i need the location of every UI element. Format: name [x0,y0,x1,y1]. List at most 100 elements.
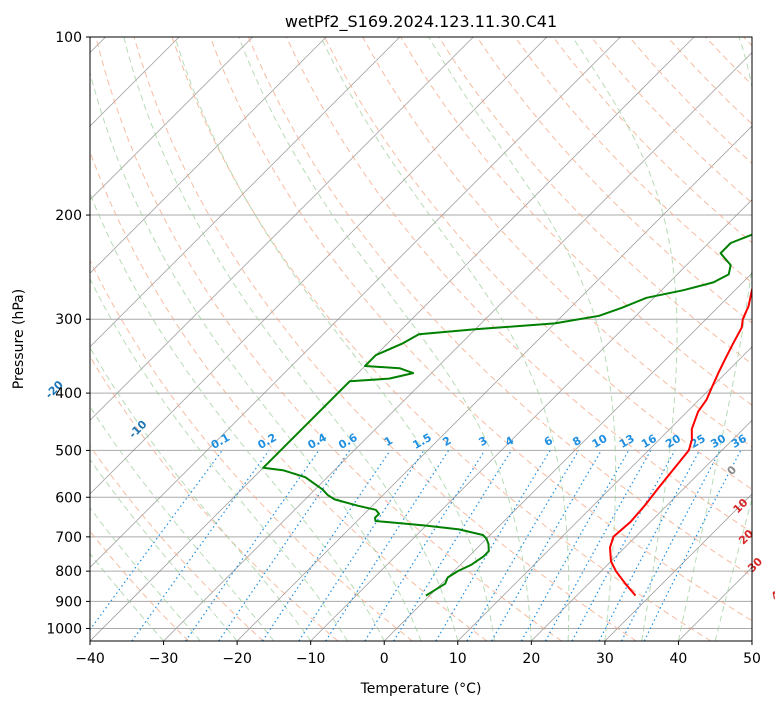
isotherm-line [90,37,253,201]
y-tick-label: 1000 [46,621,82,637]
moist-adiabat-line [90,277,348,641]
x-axis-label: Temperature (°C) [360,681,482,697]
x-tick-label: −40 [75,651,105,667]
moist-adiabat-line [90,346,312,641]
x-tick-label: 10 [449,651,467,667]
y-tick-label: 300 [55,312,82,328]
mixing-ratio-label: 0.2 [256,431,279,452]
mixing-ratio-label: 3 [476,434,489,449]
isotherm-line [90,37,695,641]
mixing-ratio-line [218,450,351,641]
isotherm-line [236,125,752,641]
mixing-ratio-line [298,450,425,641]
mixing-ratio-line [571,450,676,641]
dry-adiabat-line [90,150,488,641]
y-tick-label: 700 [55,530,82,546]
x-tick-label: 0 [380,651,389,667]
dry-adiabat-line [324,37,752,490]
dry-adiabat-line [285,37,752,534]
moist-adiabat-line [90,405,275,641]
dry-adiabat-line [705,37,752,86]
axis-ticks: −40 −30 −20 −10 0 10 20 30 40 5010020030040050060… [46,30,761,667]
moist-adiabat-label: 30 [745,555,765,575]
mixing-ratio-line [185,450,320,641]
x-tick-label: 20 [522,651,540,667]
mixing-ratio-label: 8 [570,434,583,449]
x-tick-label: 40 [670,651,688,667]
mixing-ratio-label: 0.4 [305,431,329,452]
dry-adiabat-line [133,37,637,641]
dry-adiabat-line [209,37,752,622]
isotherm-line [90,37,474,421]
dry-adiabat-line [95,37,562,641]
moist-adiabat-line [677,37,752,641]
mixing-ratio-line [466,450,580,641]
mixing-ratio-line [131,450,270,641]
y-tick-label: 900 [55,594,82,610]
moist-adiabat-line [572,37,678,641]
mixing-ratio-line [520,450,630,641]
mixing-ratio-label: 1.5 [410,431,433,452]
mixing-ratio-label: 10 [590,432,610,451]
mixing-ratio-line [545,450,652,641]
mixing-ratio-line [643,450,742,641]
plot-area: 0.10.20.40.611.52346810131620253036-100-… [43,36,775,642]
moist-adiabat-line [90,458,238,641]
mixing-ratio-label: 36 [729,432,749,451]
moist-adiabat-line [428,37,617,641]
isotherm-line [604,493,752,641]
isotherm-line [163,51,752,641]
mixing-ratio-label: 0.1 [209,431,232,452]
moist-adiabat-line [238,37,532,641]
isotherm-line [751,640,752,641]
dry-adiabat-line [743,37,752,47]
moist-adiabat-line [90,192,385,641]
mixing-ratio-label: 20 [663,432,683,451]
y-axis-label: Pressure (hPa) [11,289,27,389]
mixing-ratio-label: 1 [382,434,395,449]
dry-adiabat-line [667,37,752,125]
dewpoint-profile-line [262,233,752,597]
dry-adiabat-line [247,37,752,577]
y-tick-label: 100 [55,30,82,46]
dry-adiabat-line [171,37,712,641]
moist-adiabat-line [90,552,164,641]
x-tick-label: −30 [149,651,179,667]
dry-adiabat-line [90,444,264,641]
moist-adiabat-label: 0 [725,463,740,478]
y-tick-label: 200 [55,208,82,224]
mixing-ratio-label: 13 [617,432,637,451]
x-tick-label: −10 [296,651,326,667]
moist-adiabat-line [90,507,201,641]
mixing-ratio-line [325,450,450,641]
moist-adiabat-line [90,70,422,641]
x-tick-label: 30 [596,651,614,667]
moist-adiabat-label: 20 [736,527,756,547]
moist-adiabat-label: 40 [769,583,775,603]
y-tick-label: 800 [55,564,82,580]
moist-adiabat-line [320,37,570,641]
isotherm-line [90,37,401,348]
isotherm-line [678,566,752,641]
mixing-ratio-line [393,450,512,641]
dry-adiabat-line [90,259,413,641]
isotherm-line [90,37,621,569]
dry-adiabat-line [590,37,752,204]
plot-frame [89,36,753,642]
isotherm-line [90,37,548,495]
mixing-ratio-label: 16 [639,432,659,451]
isotherm-line [457,346,752,641]
temperature-profile-line [609,285,752,597]
y-tick-label: 400 [55,386,82,402]
mixing-ratio-line [90,450,223,631]
mixing-ratio-line [598,450,701,641]
x-tick-label: −20 [222,651,252,667]
dry-adiabat-line [90,530,190,641]
isotherm-line [90,37,327,274]
y-tick-label: 600 [55,490,82,506]
mixing-ratio-line [364,450,486,641]
chart-title: wetPf2_S169.2024.123.11.30.C41 [285,12,557,32]
x-tick-label: 50 [743,651,761,667]
dry-adiabat-line [476,37,752,324]
